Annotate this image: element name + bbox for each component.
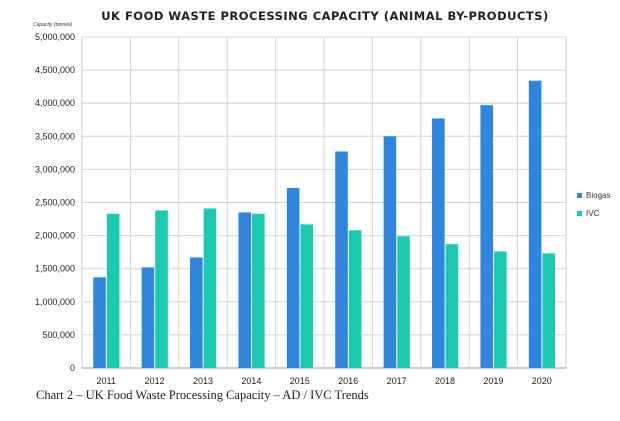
bar-ivc: [397, 236, 410, 368]
bar-biogas: [93, 277, 106, 368]
y-tick-label: 500,000: [42, 330, 75, 340]
y-tick-label: 2,000,000: [35, 231, 75, 241]
x-tick-label: 2016: [338, 376, 358, 386]
y-tick-label: 3,000,000: [35, 164, 75, 174]
bar-ivc: [252, 213, 265, 368]
y-tick-label: 4,000,000: [35, 98, 75, 108]
y-tick-label: 5,000,000: [35, 32, 75, 42]
bar-ivc: [542, 253, 556, 368]
y-tick-label: 4,500,000: [35, 65, 75, 75]
figure-caption: Chart 2 – UK Food Waste Processing Capac…: [36, 388, 369, 402]
y-tick-label: 0: [70, 363, 75, 373]
bar-biogas: [190, 257, 203, 368]
x-tick-label: 2017: [387, 376, 407, 386]
bar-ivc: [106, 213, 120, 368]
y-tick-label: 1,000,000: [35, 297, 75, 307]
bar-biogas: [383, 136, 397, 368]
bar-ivc: [494, 251, 507, 368]
legend-label-biogas: Biogas: [586, 191, 610, 200]
bar-ivc: [155, 210, 168, 368]
x-tick-label: 2011: [97, 376, 116, 386]
bar-biogas: [238, 212, 252, 368]
bar-biogas: [432, 118, 445, 369]
bar-biogas: [528, 80, 542, 368]
bar-ivc: [445, 244, 459, 368]
gridlines: [81, 36, 567, 369]
x-tick-label: 2020: [532, 376, 552, 386]
legend-swatch-biogas: [577, 193, 582, 198]
bar-biogas: [286, 187, 300, 368]
axes: 0 500,000 1,000,000 1,500,000 2,000,000 2,500…: [35, 32, 552, 386]
legend: Biogas IVC: [577, 191, 610, 218]
x-tick-label: 2014: [241, 376, 261, 386]
x-tick-label: 2015: [290, 376, 310, 386]
x-tick-label: 2013: [193, 376, 213, 386]
x-tick-label: 2012: [145, 376, 165, 386]
bar-biogas: [480, 105, 494, 368]
bar-ivc: [348, 230, 362, 368]
chart-title: UK FOOD WASTE PROCESSING CAPACITY (ANIMA…: [101, 9, 549, 23]
y-tick-label: 2,500,000: [35, 198, 75, 208]
y-tick-label: 3,500,000: [35, 131, 75, 141]
bar-biogas: [141, 267, 155, 368]
x-tick-label: 2019: [483, 376, 503, 386]
y-tick-label: 1,500,000: [35, 264, 75, 274]
legend-label-ivc: IVC: [586, 209, 600, 218]
bar-ivc: [203, 208, 217, 368]
bar-ivc: [300, 224, 314, 368]
bars: [93, 80, 556, 369]
x-tick-label: 2018: [435, 376, 455, 386]
bar-biogas: [335, 151, 348, 368]
legend-swatch-ivc: [577, 211, 582, 216]
y-axis-label: Capacity (tonnes): [33, 22, 73, 28]
